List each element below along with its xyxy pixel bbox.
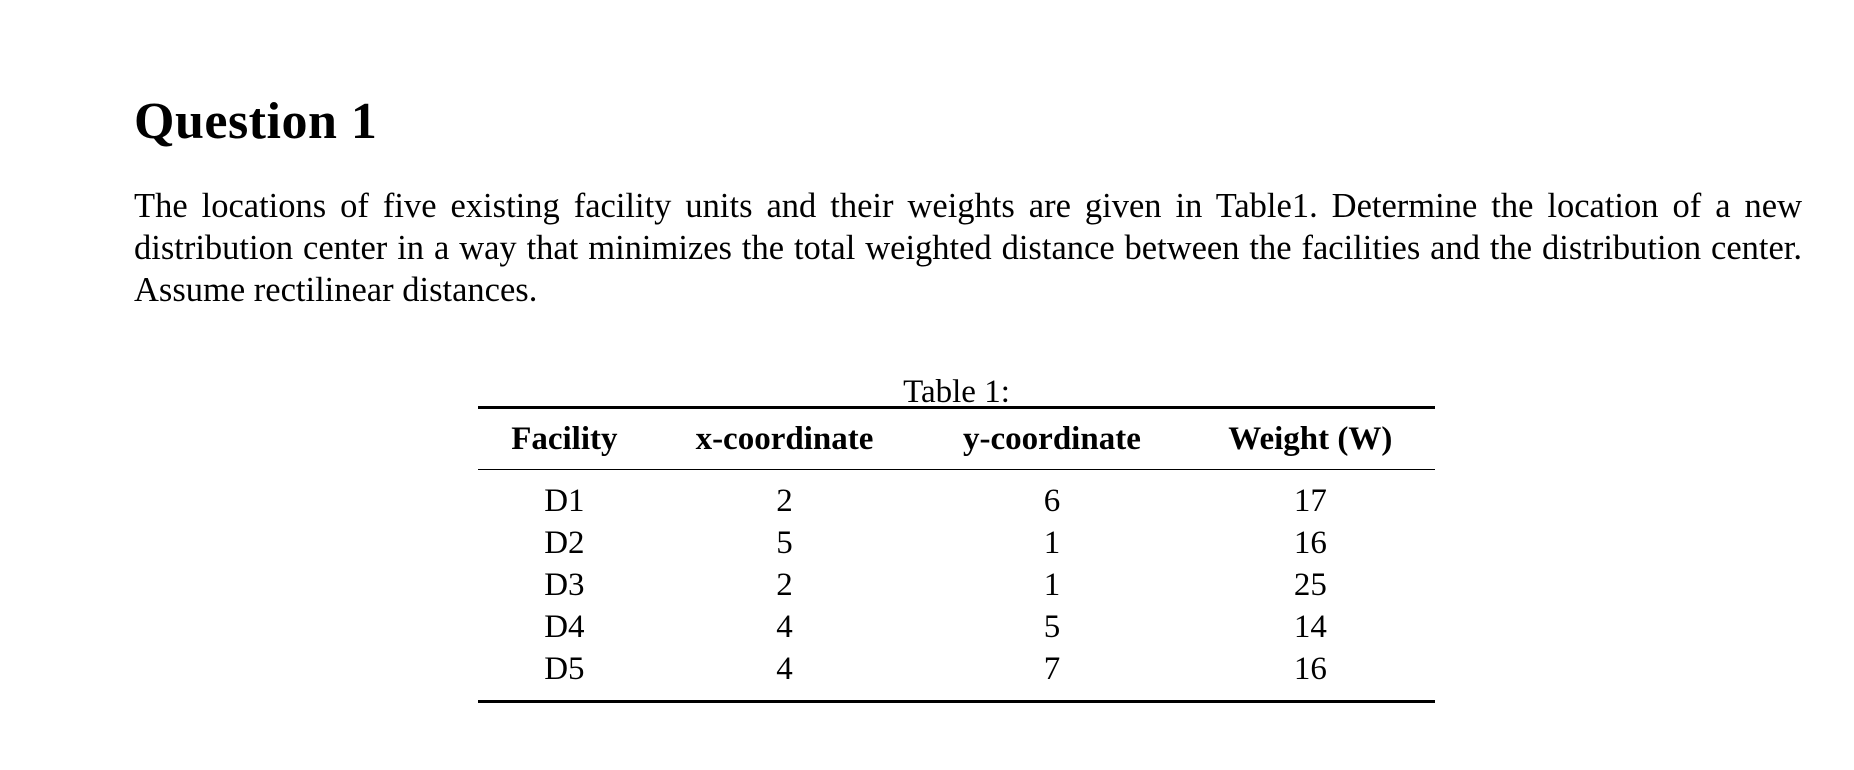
table-row: D3 2 1 25 (478, 564, 1435, 606)
header-y-coordinate: y-coordinate (963, 420, 1141, 457)
cell-weight: 17 (1293, 483, 1327, 519)
question-body: The locations of five existing facility … (134, 187, 1802, 309)
cell-x: 2 (776, 483, 793, 519)
cell-y: 7 (1043, 651, 1061, 687)
cell-x: 4 (776, 609, 793, 645)
cell-y: 5 (1043, 609, 1061, 645)
cell-y: 6 (1043, 483, 1061, 519)
table-row: D5 4 7 16 (478, 648, 1435, 702)
cell-weight: 16 (1293, 525, 1327, 561)
cell-x: 5 (776, 525, 793, 561)
cell-facility: D1 (544, 483, 585, 519)
cell-facility: D4 (544, 609, 585, 645)
header-x-coordinate: x-coordinate (695, 420, 874, 457)
table-header-row: Facility x-coordinate y-coordinate Weigh… (478, 407, 1435, 470)
cell-weight: 14 (1293, 609, 1327, 645)
cell-facility: D2 (544, 525, 585, 561)
cell-facility: D3 (544, 567, 585, 603)
cell-y: 1 (1043, 567, 1061, 603)
header-facility: Facility (511, 420, 618, 457)
table-row: D1 2 6 17 (478, 470, 1435, 523)
cell-x: 2 (776, 567, 793, 603)
table-row: D2 5 1 16 (478, 522, 1435, 564)
cell-facility: D5 (544, 651, 585, 687)
question-title: Question 1 (134, 93, 378, 150)
cell-weight: 16 (1293, 651, 1327, 687)
cell-weight: 25 (1293, 567, 1327, 603)
cell-y: 1 (1043, 525, 1061, 561)
facility-table: Facility x-coordinate y-coordinate Weigh… (478, 406, 1435, 703)
table-caption: Table 1: (903, 374, 1010, 410)
cell-x: 4 (776, 651, 793, 687)
header-weight: Weight (W) (1228, 420, 1393, 457)
table-row: D4 4 5 14 (478, 606, 1435, 648)
